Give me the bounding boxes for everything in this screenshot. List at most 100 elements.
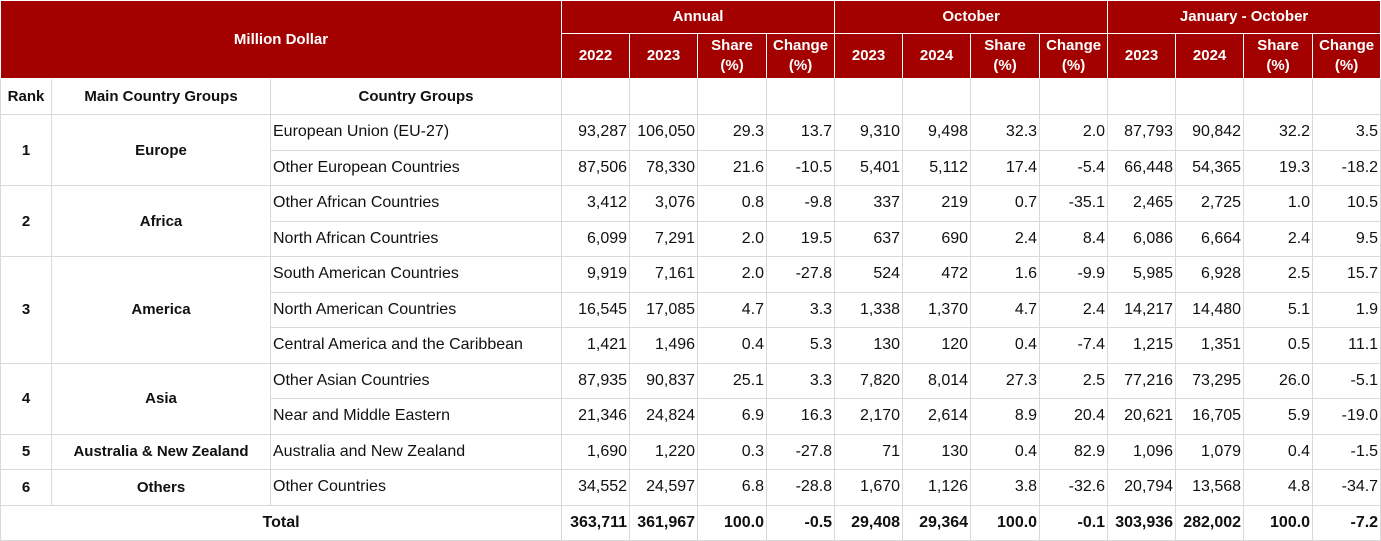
value-cell: 2.4 (1243, 220, 1314, 257)
total-label: Total (0, 504, 563, 541)
value-cell: 93,287 (561, 114, 631, 151)
main-group-cell: Others (51, 469, 271, 506)
value-cell: 34,552 (561, 469, 631, 506)
total-value-cell: -0.1 (1039, 504, 1109, 541)
period-header-january-october: January - October (1107, 0, 1381, 34)
value-cell: 87,935 (561, 362, 631, 399)
value-cell: 0.4 (697, 327, 768, 364)
value-cell: 2.4 (970, 220, 1041, 257)
country-group-cell: North African Countries (269, 220, 563, 257)
value-cell: 16.3 (766, 398, 836, 435)
value-cell: 8.4 (1039, 220, 1109, 257)
total-value-cell: 361,967 (629, 504, 699, 541)
value-cell: -7.4 (1039, 327, 1109, 364)
value-cell: 19.5 (766, 220, 836, 257)
table-row: Other European Countries 87,506 78,330 21.6… (1, 149, 1381, 186)
period-header-october: October (834, 0, 1109, 34)
value-cell: -19.0 (1312, 398, 1381, 435)
total-value-cell: 282,002 (1175, 504, 1245, 541)
value-cell: 71 (834, 433, 904, 470)
value-cell: 1,338 (834, 291, 904, 328)
period-header-annual: Annual (561, 0, 836, 34)
value-cell: 10.5 (1312, 185, 1381, 222)
main-group-cell: Asia (51, 362, 271, 435)
value-cell: 1,351 (1175, 327, 1245, 364)
value-cell: 7,291 (629, 220, 699, 257)
value-cell: 13.7 (766, 114, 836, 151)
value-cell: 6.9 (697, 398, 768, 435)
table-row: 3 America South American Countries 9,919 7,1… (0, 256, 1381, 364)
total-value-cell: 29,364 (902, 504, 972, 541)
value-cell: -28.8 (766, 469, 836, 506)
value-cell: -1.5 (1312, 433, 1381, 470)
value-cell: 0.3 (697, 433, 768, 470)
country-group-cell: Other Asian Countries (269, 362, 563, 399)
value-cell: 5.9 (1243, 398, 1314, 435)
value-cell: 29.3 (697, 114, 768, 151)
value-cell: 2,725 (1175, 185, 1245, 222)
value-cell: 1.6 (970, 256, 1041, 293)
value-cell: -34.7 (1312, 469, 1381, 506)
value-cell: 1,215 (1107, 327, 1177, 364)
total-value-cell: 100.0 (970, 504, 1041, 541)
value-cell: 524 (834, 256, 904, 293)
value-cell: 1,096 (1107, 433, 1177, 470)
total-value-cell: -0.5 (766, 504, 836, 541)
value-cell: 219 (902, 185, 972, 222)
value-cell: 5.1 (1243, 291, 1314, 328)
col-header: 2024 (902, 33, 972, 79)
col-header: 2023 (1107, 33, 1177, 79)
value-cell: 2.5 (1039, 362, 1109, 399)
value-cell: 21,346 (561, 398, 631, 435)
value-cell: -35.1 (1039, 185, 1109, 222)
value-cell: 14,480 (1175, 291, 1245, 328)
value-cell: 6,099 (561, 220, 631, 257)
country-group-cell: South American Countries (269, 256, 563, 293)
rank-cell: 5 (0, 433, 52, 470)
main-group-cell: Africa (51, 185, 271, 257)
value-cell: 3,076 (629, 185, 699, 222)
value-cell: 690 (902, 220, 972, 257)
rank-header: Rank (0, 78, 52, 115)
value-cell: 4.7 (697, 291, 768, 328)
value-cell: 637 (834, 220, 904, 257)
value-cell: -18.2 (1312, 149, 1381, 186)
value-cell: 0.4 (1243, 433, 1314, 470)
value-cell: 0.7 (970, 185, 1041, 222)
table-row: 6 Others Other Countries 34,552 24,597 6.8 -28… (0, 469, 1381, 506)
value-cell: 0.4 (970, 327, 1041, 364)
main-group-cell: Europe (51, 114, 271, 186)
value-cell: 3.5 (1312, 114, 1381, 151)
value-cell: 24,597 (629, 469, 699, 506)
value-cell: 77,216 (1107, 362, 1177, 399)
value-cell: 2.4 (1039, 291, 1109, 328)
value-cell: 87,506 (561, 149, 631, 186)
total-value-cell: 303,936 (1107, 504, 1177, 541)
main-country-groups-header: Main Country Groups (51, 78, 271, 115)
value-cell: 21.6 (697, 149, 768, 186)
value-cell: 1,690 (561, 433, 631, 470)
value-cell: 1,421 (561, 327, 631, 364)
table-row: Near and Middle Eastern 21,346 24,824 6.9 16… (1, 398, 1381, 435)
value-cell: 19.3 (1243, 149, 1314, 186)
col-header: Share (%) (970, 33, 1041, 79)
value-cell: 32.3 (970, 114, 1041, 151)
table-row: 2 Africa Other African Countries 3,412 3,076… (0, 185, 1381, 257)
value-cell: -27.8 (766, 256, 836, 293)
value-cell: 2.0 (1039, 114, 1109, 151)
value-cell: 2,170 (834, 398, 904, 435)
subheader-row: Rank Main Country Groups Country Groups (0, 78, 1381, 115)
value-cell: 2,614 (902, 398, 972, 435)
value-cell: 1.9 (1312, 291, 1381, 328)
value-cell: 5,112 (902, 149, 972, 186)
value-cell: 7,820 (834, 362, 904, 399)
value-cell: 78,330 (629, 149, 699, 186)
value-cell: 54,365 (1175, 149, 1245, 186)
total-row: Total 363,711 361,967 100.0 -0.5 29,408 29,364… (0, 504, 1381, 541)
total-value-cell: 100.0 (1243, 504, 1314, 541)
value-cell: 4.7 (970, 291, 1041, 328)
total-value-cell: 29,408 (834, 504, 904, 541)
value-cell: 5.3 (766, 327, 836, 364)
value-cell: 7,161 (629, 256, 699, 293)
